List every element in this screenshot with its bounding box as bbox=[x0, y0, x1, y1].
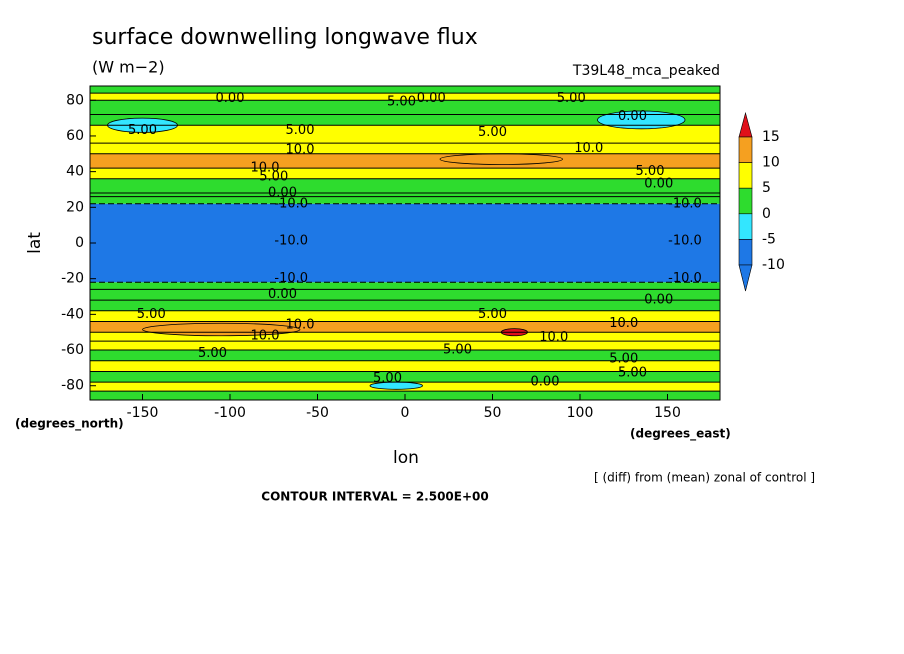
x-tick-label: 150 bbox=[654, 405, 681, 421]
contour-label: 0.00 bbox=[644, 293, 673, 308]
colorbar-arrow bbox=[738, 111, 753, 138]
contour-label: 5.00 bbox=[373, 371, 402, 386]
y-tick-label: 60 bbox=[66, 128, 84, 144]
contour-label: 5.00 bbox=[478, 125, 507, 140]
contour-label: 0.00 bbox=[644, 177, 673, 192]
contour-label: 10.0 bbox=[539, 330, 568, 345]
contour-band bbox=[90, 321, 720, 333]
chart-title: surface downwelling longwave flux bbox=[92, 25, 478, 50]
contour-label: 0.00 bbox=[268, 186, 297, 201]
contour-label: 5.00 bbox=[128, 123, 157, 138]
contour-band bbox=[90, 289, 720, 301]
contour-label: 5.00 bbox=[198, 346, 227, 361]
colorbar-label: 10 bbox=[762, 155, 780, 171]
contour-label: 5.00 bbox=[387, 95, 416, 110]
contour-band bbox=[90, 300, 720, 311]
y-axis-label: lat bbox=[25, 232, 45, 254]
contour-label: -10.0 bbox=[668, 234, 702, 249]
contour-label: -10.0 bbox=[274, 234, 308, 249]
contour-label: 5.00 bbox=[478, 307, 507, 322]
colorbar-label: 15 bbox=[762, 129, 780, 145]
x-tick-label: 50 bbox=[484, 405, 502, 421]
y-tick-label: -80 bbox=[61, 378, 84, 394]
x-units: (degrees_east) bbox=[630, 427, 731, 442]
contour-label: 5.00 bbox=[259, 169, 288, 184]
contour-label: -10.0 bbox=[274, 196, 308, 211]
contour-patch bbox=[439, 153, 563, 165]
contour-label: -10.0 bbox=[668, 196, 702, 211]
y-tick-label: 20 bbox=[66, 199, 84, 215]
contour-band bbox=[90, 86, 720, 94]
contour-band bbox=[90, 100, 720, 115]
colorbar-label: 0 bbox=[762, 206, 771, 222]
contour-band bbox=[90, 168, 720, 179]
contour-label: 5.00 bbox=[618, 366, 647, 381]
contour-band bbox=[90, 371, 720, 383]
y-tick-label: 80 bbox=[66, 92, 84, 108]
contour-label: 10.0 bbox=[609, 316, 638, 331]
contour-label: 0.00 bbox=[216, 91, 245, 106]
contour-band bbox=[90, 350, 720, 361]
contour-band bbox=[90, 193, 720, 197]
y-tick-label: -60 bbox=[61, 342, 84, 358]
contour-band bbox=[90, 114, 720, 126]
contour-label: 5.00 bbox=[286, 123, 315, 138]
y-units: (degrees_north) bbox=[15, 417, 124, 432]
colorbar-label: -10 bbox=[762, 257, 785, 273]
contour-band bbox=[90, 178, 720, 194]
x-tick-label: -150 bbox=[127, 405, 159, 421]
contour-band bbox=[90, 196, 720, 204]
note: [ (diff) from (mean) zonal of control ] bbox=[594, 471, 815, 485]
colorbar-arrow bbox=[738, 264, 753, 292]
contour-band bbox=[90, 203, 720, 283]
x-tick-label: 0 bbox=[401, 405, 410, 421]
contour-band bbox=[90, 360, 720, 372]
colorbar-box bbox=[738, 213, 753, 240]
contour-label: -10.0 bbox=[668, 271, 702, 286]
x-tick-label: -50 bbox=[306, 405, 329, 421]
colorbar-box bbox=[738, 136, 753, 163]
contour-label: 5.00 bbox=[137, 307, 166, 322]
colorbar-box bbox=[738, 162, 753, 189]
contour-label: 5.00 bbox=[557, 91, 586, 106]
contour-label: 10.0 bbox=[251, 328, 280, 343]
contour-interval: CONTOUR INTERVAL = 2.500E+00 bbox=[261, 490, 488, 504]
contour-label: 5.00 bbox=[636, 164, 665, 179]
contour-label: 10.0 bbox=[286, 143, 315, 158]
contour-label: -10.0 bbox=[274, 271, 308, 286]
contour-label: 0.00 bbox=[268, 287, 297, 302]
dataset: T39L48_mca_peaked bbox=[572, 63, 720, 79]
contour-band bbox=[90, 93, 720, 101]
contour-label: 5.00 bbox=[443, 343, 472, 358]
contour-band bbox=[90, 143, 720, 154]
colorbar-box bbox=[738, 187, 753, 215]
contour-label: 10.0 bbox=[574, 141, 603, 156]
y-tick-label: 0 bbox=[75, 235, 84, 251]
colorbar-label: -5 bbox=[762, 231, 776, 247]
contour-band bbox=[90, 310, 720, 322]
units: (W m−2) bbox=[92, 58, 165, 77]
contour-band bbox=[90, 332, 720, 342]
y-tick-label: 40 bbox=[66, 164, 84, 180]
x-tick-label: 100 bbox=[567, 405, 594, 421]
y-tick-label: -20 bbox=[61, 271, 84, 287]
contour-band bbox=[90, 153, 720, 169]
contour-band bbox=[90, 282, 720, 290]
colorbar-label: 5 bbox=[762, 180, 771, 196]
contour-label: 0.00 bbox=[417, 91, 446, 106]
colorbar-box bbox=[738, 239, 753, 266]
contour-band bbox=[90, 125, 720, 144]
y-tick-label: -40 bbox=[61, 306, 84, 322]
x-tick-label: -100 bbox=[214, 405, 246, 421]
contour-patch bbox=[597, 110, 686, 130]
contour-label: 10.0 bbox=[286, 318, 315, 333]
contour-label: 0.00 bbox=[531, 375, 560, 390]
contour-band bbox=[90, 341, 720, 351]
contour-label: 0.00 bbox=[618, 109, 647, 124]
contour-label: 10.0 bbox=[251, 161, 280, 176]
contour-label: 5.00 bbox=[609, 351, 638, 366]
x-axis-label: lon bbox=[393, 448, 419, 468]
